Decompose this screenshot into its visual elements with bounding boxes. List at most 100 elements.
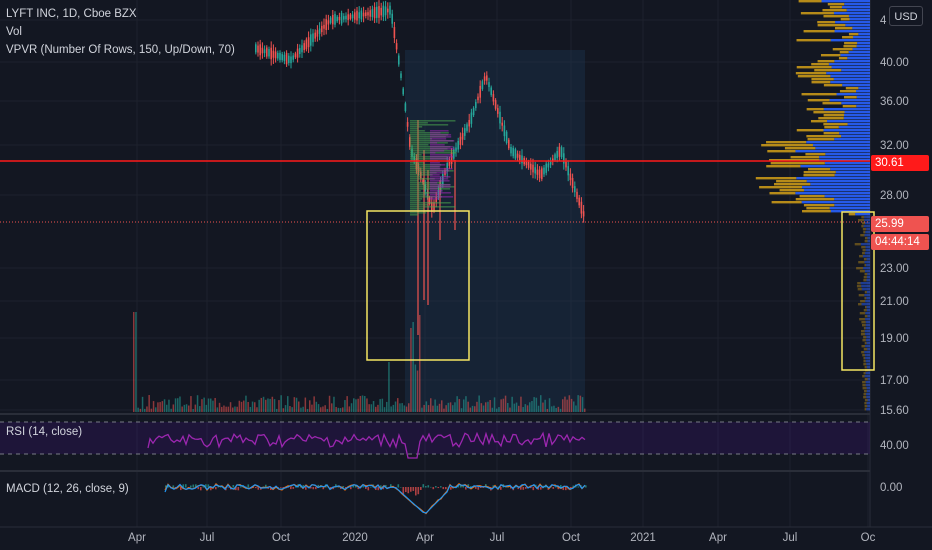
vp-row — [410, 154, 422, 156]
annotation-rectangle — [366, 210, 470, 361]
volume-bar — [509, 407, 511, 412]
candle-body — [534, 167, 536, 174]
symbol-legend[interactable]: LYFT INC, 1D, Cboe BZX — [6, 8, 137, 20]
vp-up-bar — [841, 102, 870, 105]
candle-body — [402, 88, 404, 95]
vp-row — [430, 170, 450, 172]
vp-row — [410, 162, 424, 164]
volume-bar — [249, 406, 252, 412]
volume-bar — [564, 396, 566, 412]
vpvr-legend[interactable]: VPVR (Number Of Rows, 150, Up/Down, 70) — [6, 44, 235, 56]
volume-bar — [526, 405, 529, 412]
candle-body — [356, 10, 358, 21]
vp-down-bar — [822, 102, 842, 105]
vp-up-bar — [795, 192, 870, 195]
macd-histogram-bar — [377, 487, 380, 491]
candle-body — [479, 85, 481, 98]
volume-legend[interactable]: Vol — [6, 26, 22, 38]
vp-row — [410, 120, 456, 122]
macd-histogram-bar — [540, 487, 542, 490]
candle-body — [549, 160, 552, 165]
rsi-label[interactable]: RSI (14, close) — [6, 426, 83, 438]
vp-down-bar — [810, 120, 828, 123]
candle-body — [332, 14, 334, 25]
macd-histogram-bar — [332, 487, 335, 490]
volume-bar — [463, 399, 465, 412]
vp-down-bar — [857, 288, 862, 291]
vp-down-bar — [806, 135, 842, 138]
vp-up-bar — [866, 387, 870, 390]
volume-bar — [260, 397, 263, 412]
macd-label[interactable]: MACD (12, 26, close, 9) — [6, 483, 129, 495]
currency-button[interactable]: USD — [889, 6, 923, 26]
volume-bar — [478, 395, 480, 412]
macd-histogram-bar — [185, 484, 187, 488]
vp-down-bar — [771, 201, 802, 204]
volume-bar — [317, 404, 320, 412]
macd-histogram-bar — [417, 487, 420, 495]
candle-body — [455, 147, 457, 152]
macd-histogram-bar — [190, 485, 192, 488]
vp-row — [410, 202, 451, 204]
macd-histogram-bar — [467, 484, 470, 488]
candle-body — [468, 120, 470, 127]
volume-bar — [179, 396, 181, 412]
vp-up-bar — [856, 96, 870, 99]
macd-axis-tick: 0.00 — [880, 482, 902, 494]
vp-up-bar — [856, 45, 870, 48]
vp-row — [430, 152, 436, 154]
vp-up-bar — [845, 24, 870, 27]
vp-down-bar — [823, 132, 840, 135]
volume-bar — [577, 395, 579, 412]
vp-down-bar — [863, 372, 866, 375]
volume-bar — [295, 397, 298, 412]
vp-down-bar — [860, 333, 866, 336]
volume-bar — [476, 401, 478, 412]
vp-down-bar — [862, 381, 866, 384]
vp-down-bar — [822, 9, 847, 12]
volume-bar — [388, 362, 390, 412]
macd-histogram-bar — [365, 487, 367, 489]
volume-bar — [155, 407, 157, 412]
macd-histogram-bar — [460, 484, 462, 488]
volume-bar — [408, 403, 410, 412]
vp-row — [410, 138, 433, 140]
macd-histogram-bar — [192, 484, 195, 488]
vp-up-bar — [865, 318, 870, 321]
vp-down-bar — [863, 348, 868, 351]
time-axis-tick: Apr — [128, 532, 146, 544]
candle-body — [428, 197, 431, 204]
macd-histogram-bar — [510, 487, 512, 489]
vp-row — [430, 176, 451, 178]
vp-row — [430, 162, 440, 164]
volume-bar — [276, 408, 278, 412]
macd-histogram-bar — [210, 487, 212, 491]
macd-histogram-bar — [407, 487, 410, 494]
volume-bar — [177, 398, 179, 412]
macd-histogram-bar — [200, 487, 202, 491]
candle-body — [305, 39, 308, 50]
candle-body — [490, 87, 492, 95]
vp-down-bar — [860, 300, 866, 303]
volume-bar — [522, 407, 524, 412]
vp-row — [410, 196, 442, 198]
vp-row — [430, 198, 439, 200]
vp-row — [430, 130, 449, 132]
vp-down-bar — [862, 384, 866, 387]
volume-bar — [273, 399, 276, 412]
candle-body — [574, 186, 576, 193]
vp-up-bar — [843, 117, 870, 120]
candle-body — [510, 146, 512, 154]
macd-histogram-bar — [290, 487, 292, 490]
macd-histogram-bar — [520, 487, 522, 490]
volume-bar — [141, 396, 144, 412]
candle-body — [367, 12, 369, 16]
vp-up-bar — [834, 204, 870, 207]
volume-bar — [520, 396, 522, 412]
vp-up-bar — [810, 183, 870, 186]
vp-up-bar — [829, 207, 870, 210]
vp-down-bar — [861, 351, 865, 354]
vp-down-bar — [856, 285, 862, 288]
candle-body — [514, 149, 517, 159]
